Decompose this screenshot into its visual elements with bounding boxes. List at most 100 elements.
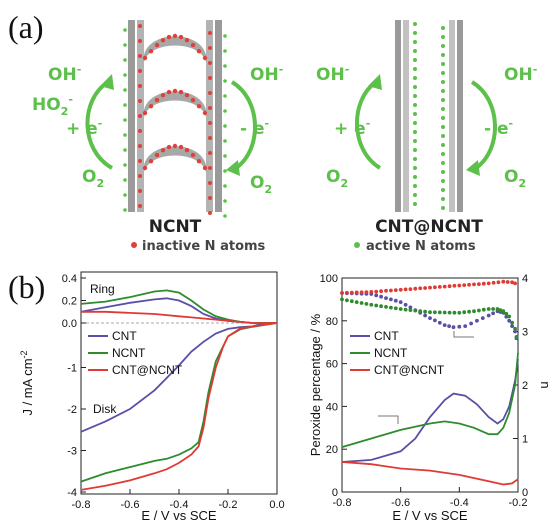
inactive-n-atom bbox=[208, 46, 212, 50]
n-dot bbox=[374, 293, 379, 298]
inactive-n-atom bbox=[208, 76, 212, 80]
active-n-atom bbox=[413, 130, 417, 134]
n-dot bbox=[477, 282, 481, 286]
n-dot bbox=[359, 301, 364, 305]
left-axis-indicator bbox=[378, 415, 399, 424]
active-n-atom bbox=[413, 139, 417, 143]
active-n-atom bbox=[441, 197, 445, 201]
edge-n-atom bbox=[123, 178, 127, 182]
reaction-arrows bbox=[85, 80, 497, 170]
active-n-atom bbox=[441, 53, 445, 57]
chart2-ylabel: Peroxide percentage / % bbox=[308, 313, 323, 456]
species-ho2: HO2- bbox=[32, 93, 73, 118]
active-n-atom bbox=[413, 112, 417, 116]
active-n-atom bbox=[413, 193, 417, 197]
right-arrow-cnt-ncnt bbox=[470, 80, 497, 170]
y2-tick-label: 4 bbox=[522, 273, 528, 285]
right-arrow-ncnt bbox=[230, 80, 257, 170]
arrow-heads bbox=[100, 74, 480, 176]
species-minus-e: - e- bbox=[484, 117, 513, 139]
n-dot bbox=[442, 323, 447, 327]
arrow-head bbox=[226, 160, 240, 176]
inactive-n-atom bbox=[138, 24, 142, 28]
n-dot bbox=[457, 310, 462, 315]
edge-n-atom bbox=[123, 103, 127, 107]
active-n-atom bbox=[413, 121, 417, 125]
ncnt-illustration bbox=[123, 20, 227, 218]
species-oh: OH- bbox=[316, 63, 349, 85]
y-tick-label: -4 bbox=[67, 487, 77, 499]
edge-n-atom bbox=[223, 109, 227, 113]
active-n-atom bbox=[413, 40, 417, 44]
n-dot bbox=[477, 308, 481, 313]
n-dot bbox=[447, 324, 451, 328]
active-n-atom bbox=[441, 98, 445, 102]
active-n-atom bbox=[441, 62, 445, 66]
n-dot bbox=[510, 320, 514, 325]
bamboo-compartment bbox=[144, 146, 206, 172]
panel-a-tag: (a) bbox=[8, 9, 44, 45]
bamboo-compartment bbox=[144, 91, 206, 117]
n-dot bbox=[496, 280, 501, 285]
inactive-n-atom bbox=[208, 106, 212, 110]
active-n-atom bbox=[413, 85, 417, 89]
n-dot bbox=[389, 297, 393, 302]
inactive-n-atom bbox=[172, 33, 178, 39]
active-n-atom bbox=[441, 188, 445, 192]
active-n-atom bbox=[413, 157, 417, 161]
x-tick-label: -0.8 bbox=[72, 499, 91, 511]
active-n-atom bbox=[413, 94, 417, 98]
inactive-n-atom bbox=[138, 189, 142, 193]
inactive-n-atom bbox=[142, 165, 148, 171]
n-dot bbox=[472, 309, 476, 314]
inactive-n-atom bbox=[160, 93, 166, 98]
edge-n-atom bbox=[123, 133, 127, 137]
edge-n-atom bbox=[123, 148, 127, 152]
inactive-n-atom bbox=[138, 144, 142, 148]
n-dot bbox=[513, 281, 517, 286]
inactive-n-atom bbox=[142, 110, 148, 116]
n-dot bbox=[408, 287, 413, 291]
x-tick-label: -0.6 bbox=[391, 497, 410, 509]
x-tick-label: -0.2 bbox=[219, 499, 238, 511]
edge-n-atom bbox=[223, 139, 227, 143]
inactive-n-atom bbox=[154, 97, 160, 103]
chart1-ylabel: J / mA cm-2 bbox=[19, 350, 35, 415]
n-dot bbox=[504, 314, 509, 319]
inactive-n-atom bbox=[172, 143, 178, 149]
inactive-n-atom bbox=[148, 104, 154, 109]
inactive-n-atom bbox=[196, 104, 202, 109]
ncnt-title: NCNT bbox=[149, 217, 202, 237]
inactive-n-atom bbox=[208, 121, 212, 125]
active-n-atom bbox=[413, 103, 417, 107]
active-n-atom bbox=[441, 26, 445, 30]
legend-label: NCNT bbox=[374, 346, 408, 360]
y-tick-label: 60 bbox=[326, 359, 338, 371]
series-line-ring bbox=[81, 310, 277, 324]
inactive-n-atom bbox=[166, 89, 172, 95]
active-n-atom bbox=[413, 166, 417, 170]
series-line-disk bbox=[80, 322, 278, 491]
n-dot bbox=[447, 284, 452, 289]
n-dot bbox=[374, 289, 379, 294]
y-tick-label: -3 bbox=[67, 446, 77, 458]
inactive-n-atom bbox=[138, 114, 142, 118]
active-n-atom bbox=[441, 80, 445, 84]
n-dot bbox=[452, 310, 457, 315]
n-dot bbox=[501, 309, 506, 314]
n-dot bbox=[428, 316, 432, 320]
n-dot bbox=[457, 283, 462, 288]
n-dot bbox=[379, 289, 383, 294]
n-dot bbox=[403, 307, 408, 312]
series-line-ring bbox=[80, 297, 277, 324]
edge-n-atom bbox=[223, 49, 227, 53]
edge-n-atom bbox=[123, 73, 127, 77]
n-dot bbox=[428, 310, 432, 315]
species-plus-e: + e- bbox=[334, 117, 370, 139]
inactive-n-atom bbox=[190, 152, 196, 158]
inactive-n-atom bbox=[184, 38, 190, 43]
n-dot bbox=[393, 288, 398, 292]
n-dot bbox=[462, 283, 467, 287]
n-dot bbox=[491, 280, 496, 285]
inactive-n-atom bbox=[208, 91, 212, 95]
